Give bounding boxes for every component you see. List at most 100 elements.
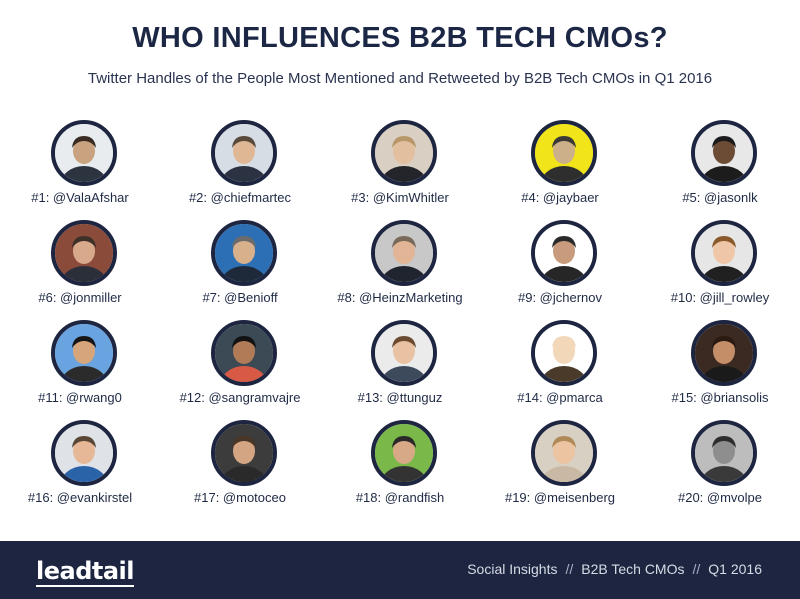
avatar[interactable] xyxy=(691,320,757,386)
twitter-handle[interactable]: #7: @Benioff xyxy=(202,290,278,305)
influencer-card[interactable]: #2: @chiefmartec xyxy=(164,112,324,212)
avatar-shoulders xyxy=(700,266,748,282)
influencer-card[interactable]: #19: @meisenberg xyxy=(484,412,644,512)
avatar-shoulders xyxy=(540,366,588,382)
person-icon xyxy=(375,424,433,482)
avatar[interactable] xyxy=(691,420,757,486)
influencer-card[interactable]: #1: @ValaAfshar xyxy=(4,112,164,212)
avatar[interactable] xyxy=(371,420,437,486)
avatar-shoulders xyxy=(220,366,268,382)
avatar[interactable] xyxy=(51,320,117,386)
avatar[interactable] xyxy=(531,420,597,486)
avatar[interactable] xyxy=(211,320,277,386)
avatar-face xyxy=(713,438,735,464)
avatar[interactable] xyxy=(371,120,437,186)
avatar-shoulders xyxy=(540,166,588,182)
influencer-card[interactable]: #13: @ttunguz xyxy=(324,312,484,412)
avatar-hair xyxy=(392,236,416,248)
avatar-shoulders xyxy=(700,166,748,182)
avatar-hair xyxy=(712,236,736,248)
person-icon xyxy=(535,224,593,282)
influencer-card[interactable]: #5: @jasonlk xyxy=(644,112,800,212)
person-icon xyxy=(375,124,433,182)
twitter-handle[interactable]: #12: @sangramvajre xyxy=(179,390,301,405)
twitter-handle[interactable]: #9: @jchernov xyxy=(517,290,603,305)
avatar[interactable] xyxy=(51,120,117,186)
twitter-handle[interactable]: #2: @chiefmartec xyxy=(188,190,292,205)
influencer-card[interactable]: #11: @rwang0 xyxy=(4,312,164,412)
twitter-handle[interactable]: #20: @mvolpe xyxy=(677,490,763,505)
twitter-handle[interactable]: #17: @motoceo xyxy=(194,490,286,505)
twitter-handle[interactable]: #6: @jonmiller xyxy=(38,290,122,305)
avatar-hair xyxy=(232,236,256,248)
twitter-handle[interactable]: #5: @jasonlk xyxy=(682,190,758,205)
influencer-card[interactable]: #18: @randfish xyxy=(324,412,484,512)
footer-separator: // xyxy=(565,561,574,577)
avatar-hair xyxy=(712,136,736,148)
influencer-card[interactable]: #7: @Benioff xyxy=(164,212,324,312)
avatar[interactable] xyxy=(691,220,757,286)
twitter-handle[interactable]: #10: @jill_rowley xyxy=(670,290,770,305)
person-icon xyxy=(535,424,593,482)
twitter-handle[interactable]: #14: @pmarca xyxy=(517,390,603,405)
avatar-shoulders xyxy=(700,366,748,382)
person-icon xyxy=(375,324,433,382)
influencer-card[interactable]: #14: @pmarca xyxy=(484,312,644,412)
person-icon xyxy=(695,424,753,482)
avatar-hair xyxy=(552,136,576,148)
twitter-handle[interactable]: #4: @jaybaer xyxy=(521,190,599,205)
influencer-card[interactable]: #6: @jonmiller xyxy=(4,212,164,312)
influencer-card[interactable]: #8: @HeinzMarketing xyxy=(324,212,484,312)
avatar[interactable] xyxy=(531,320,597,386)
influencer-card[interactable]: #16: @evankirstel xyxy=(4,412,164,512)
avatar-face xyxy=(713,138,735,164)
twitter-handle[interactable]: #1: @ValaAfshar xyxy=(31,190,129,205)
avatar-shoulders xyxy=(220,466,268,482)
avatar-hair xyxy=(712,436,736,448)
influencer-card[interactable]: #3: @KimWhitler xyxy=(324,112,484,212)
avatar-face xyxy=(393,238,415,264)
footer-meta-topic: B2B Tech CMOs xyxy=(581,561,685,577)
avatar[interactable] xyxy=(531,120,597,186)
twitter-handle[interactable]: #15: @briansolis xyxy=(671,390,769,405)
avatar-shoulders xyxy=(220,166,268,182)
twitter-handle[interactable]: #18: @randfish xyxy=(355,490,445,505)
avatar-face xyxy=(233,238,255,264)
twitter-handle[interactable]: #3: @KimWhitler xyxy=(351,190,449,205)
avatar-face xyxy=(713,338,735,364)
twitter-handle[interactable]: #8: @HeinzMarketing xyxy=(337,290,463,305)
influencer-card[interactable]: #20: @mvolpe xyxy=(644,412,800,512)
avatar[interactable] xyxy=(51,220,117,286)
twitter-handle[interactable]: #19: @meisenberg xyxy=(504,490,616,505)
influencer-card[interactable]: #17: @motoceo xyxy=(164,412,324,512)
twitter-handle[interactable]: #16: @evankirstel xyxy=(27,490,133,505)
footer-separator: // xyxy=(692,561,701,577)
avatar-hair xyxy=(392,436,416,448)
influencer-card[interactable]: #12: @sangramvajre xyxy=(164,312,324,412)
avatar[interactable] xyxy=(211,420,277,486)
avatar[interactable] xyxy=(51,420,117,486)
avatar-hair xyxy=(232,436,256,448)
influencer-card[interactable]: #10: @jill_rowley xyxy=(644,212,800,312)
avatar[interactable] xyxy=(211,220,277,286)
avatar[interactable] xyxy=(691,120,757,186)
avatar-shoulders xyxy=(540,266,588,282)
twitter-handle[interactable]: #11: @rwang0 xyxy=(38,390,122,405)
person-icon xyxy=(535,324,593,382)
influencer-card[interactable]: #15: @briansolis xyxy=(644,312,800,412)
footer-meta-period: Q1 2016 xyxy=(708,561,762,577)
avatar-hair xyxy=(552,336,576,348)
avatar-shoulders xyxy=(380,166,428,182)
avatar[interactable] xyxy=(211,120,277,186)
leadtail-logo[interactable]: leadtail xyxy=(36,555,136,589)
avatar[interactable] xyxy=(371,220,437,286)
avatar-shoulders xyxy=(540,466,588,482)
influencer-card[interactable]: #9: @jchernov xyxy=(484,212,644,312)
avatar[interactable] xyxy=(371,320,437,386)
person-icon xyxy=(535,124,593,182)
twitter-handle[interactable]: #13: @ttunguz xyxy=(357,390,443,405)
avatar-shoulders xyxy=(380,266,428,282)
influencer-card[interactable]: #4: @jaybaer xyxy=(484,112,644,212)
avatar-shoulders xyxy=(220,266,268,282)
avatar[interactable] xyxy=(531,220,597,286)
